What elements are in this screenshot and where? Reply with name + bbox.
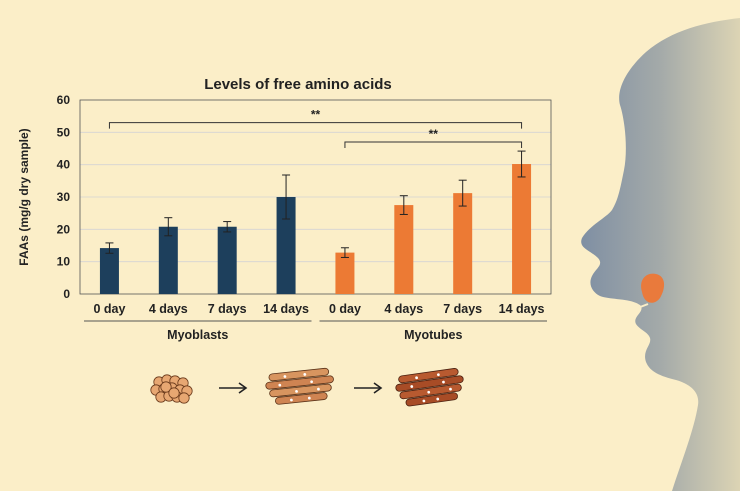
group-label: Myoblasts (167, 328, 228, 342)
significance-brackets: ** ** (108, 108, 523, 149)
error-bar (105, 242, 114, 254)
plot-area (79, 99, 552, 295)
bar (217, 226, 237, 294)
chart-title: Levels of free amino acids (204, 76, 392, 93)
x-tick-label: 14 days (263, 302, 309, 316)
y-axis-ticks: 0 10 20 30 40 50 60 (57, 93, 71, 301)
x-tick-label: 4 days (384, 302, 423, 316)
significance-label: ** (311, 108, 321, 122)
y-axis-label: FAAs (mg/g dry sample) (17, 128, 31, 265)
arrow-icon (219, 382, 248, 394)
x-tick-label: 4 days (149, 302, 188, 316)
group-label: Myotubes (404, 328, 462, 342)
error-bar (340, 247, 349, 258)
group-labels: Myoblasts Myotubes (84, 320, 547, 342)
y-tick-label: 10 (57, 255, 71, 269)
significance-bracket: ** (108, 108, 523, 129)
face-silhouette (581, 0, 740, 491)
gridlines (80, 131, 551, 263)
bar (276, 197, 296, 294)
y-tick-label: 50 (57, 125, 71, 139)
bar (158, 226, 178, 294)
error-bar (164, 217, 173, 237)
x-tick-label: 0 day (329, 302, 361, 316)
myotube-fibers-icon (265, 367, 334, 405)
y-tick-label: 40 (57, 158, 71, 172)
bars (99, 164, 532, 294)
bar (394, 205, 414, 294)
bar (335, 252, 355, 294)
x-axis-categories: 0 day 4 days 7 days 14 days 0 day 4 days 7 day… (93, 302, 544, 316)
error-bar (458, 179, 467, 207)
error-bar (517, 150, 526, 178)
x-tick-label: 0 day (93, 302, 125, 316)
bar-chart: Levels of free amino acids 0 10 20 30 40 50 60… (17, 76, 552, 342)
x-tick-label: 7 days (443, 302, 482, 316)
error-bar (282, 174, 291, 220)
y-tick-label: 0 (63, 287, 70, 301)
bar (512, 164, 532, 294)
arrow-icon (354, 382, 383, 394)
error-bar (399, 195, 408, 215)
x-tick-label: 7 days (208, 302, 247, 316)
significance-bracket: ** (344, 127, 523, 149)
bar (99, 248, 119, 294)
y-tick-label: 30 (57, 190, 71, 204)
cell-cluster-icon (150, 374, 193, 404)
error-bars (105, 150, 526, 258)
tongue-icon (641, 273, 665, 303)
error-bar (223, 221, 232, 233)
y-tick-label: 60 (57, 93, 71, 107)
cooked-meat-icon (395, 368, 464, 407)
y-tick-label: 20 (57, 222, 71, 236)
process-illustration (150, 367, 464, 407)
x-tick-label: 14 days (499, 302, 545, 316)
significance-label: ** (429, 127, 439, 141)
bar (453, 193, 473, 294)
